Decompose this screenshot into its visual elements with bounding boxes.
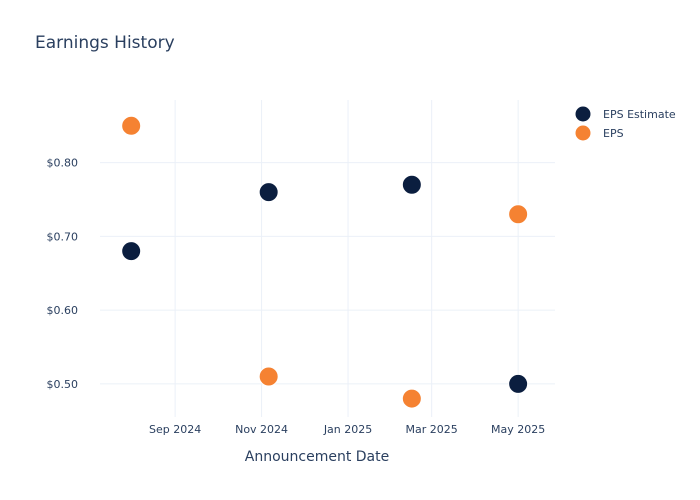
eps-point[interactable] bbox=[258, 366, 279, 387]
eps-point[interactable] bbox=[508, 204, 529, 225]
eps-estimate-point[interactable] bbox=[508, 373, 529, 394]
eps-estimate-point[interactable] bbox=[258, 182, 279, 203]
legend-label[interactable]: EPS bbox=[603, 127, 624, 140]
grid-layer bbox=[100, 100, 555, 417]
eps-point[interactable] bbox=[401, 388, 422, 409]
point-layer bbox=[121, 115, 529, 409]
eps-point[interactable] bbox=[121, 115, 142, 136]
y-tick-label: $0.50 bbox=[47, 378, 79, 391]
y-tick-label: $0.60 bbox=[47, 304, 79, 317]
chart-title: Earnings History bbox=[35, 33, 175, 53]
eps-estimate-point[interactable] bbox=[401, 174, 422, 195]
x-axis-title: Announcement Date bbox=[245, 449, 389, 465]
x-tick-label: Nov 2024 bbox=[235, 423, 288, 436]
x-tick-label: Jan 2025 bbox=[323, 423, 372, 436]
x-tick-label: Mar 2025 bbox=[406, 423, 458, 436]
legend-marker[interactable] bbox=[575, 106, 591, 122]
y-tick-label: $0.80 bbox=[47, 157, 79, 170]
x-tick-label: May 2025 bbox=[491, 423, 545, 436]
legend[interactable]: EPS Estimate EPS bbox=[575, 106, 676, 141]
legend-marker[interactable] bbox=[575, 125, 591, 141]
legend-label[interactable]: EPS Estimate bbox=[603, 108, 676, 121]
eps-estimate-point[interactable] bbox=[121, 241, 142, 262]
x-tick-label: Sep 2024 bbox=[149, 423, 201, 436]
tick-layer: Sep 2024 Nov 2024 Jan 2025 Mar 2025 May 2025… bbox=[47, 157, 546, 436]
y-tick-label: $0.70 bbox=[47, 230, 79, 243]
